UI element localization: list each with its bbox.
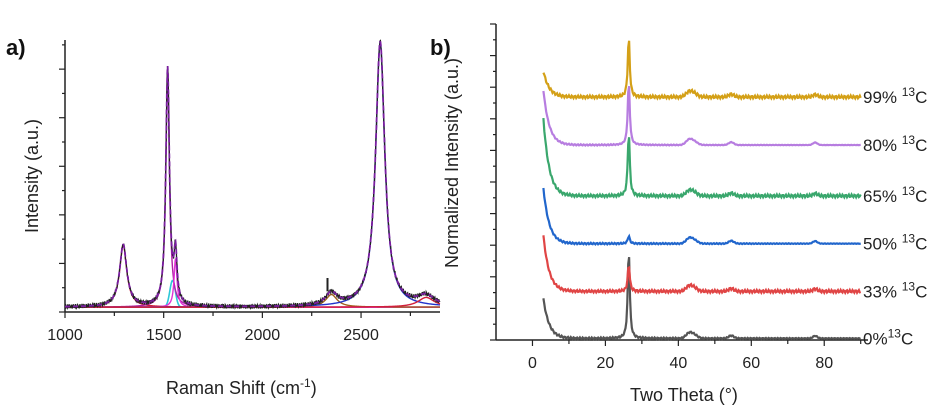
panel-b-series-label-65pct: 65% 13C (863, 184, 927, 206)
panel-a-x-tick-label-2500: 2500 (343, 327, 379, 344)
panel-b-series-50pct (542, 187, 862, 247)
series-label-suffix: C (901, 329, 913, 348)
series-label-prefix: 0% (863, 329, 888, 348)
panel-a-x-label-sup: -1 (300, 376, 311, 390)
series-label-suffix: C (915, 187, 927, 206)
series-label-suffix: C (915, 136, 927, 155)
series-label-suffix: C (915, 235, 927, 254)
series-label-prefix: 99% (863, 88, 902, 107)
panel-a-fit-envelope (65, 41, 441, 308)
panel-a-x-label-main: Raman Shift (cm (166, 378, 300, 398)
series-label-prefix: 80% (863, 136, 902, 155)
panel-b-series-65pct (542, 117, 862, 200)
panel-b-series-label-0pct: 0%13C (863, 326, 913, 348)
series-label-prefix: 50% (863, 235, 902, 254)
panel-a-y-label: Intensity (a.u.) (22, 119, 42, 233)
panel-a: a) 1000 1500 2000 2500 Raman Shift (cm-1) I… (6, 35, 441, 398)
panel-b-series-0pct (542, 257, 861, 342)
series-label-sup: 13 (902, 232, 916, 246)
panel-b-x-tick-label-60: 60 (742, 355, 760, 372)
panel-b-series-99pct (542, 40, 862, 101)
series-label-sup: 13 (902, 184, 916, 198)
panel-a-x-ticks: 1000 1500 2000 2500 (47, 312, 411, 344)
panel-a-x-tick-label-1500: 1500 (146, 327, 182, 344)
panel-a-x-label: Raman Shift (cm-1) (166, 376, 317, 398)
series-label-prefix: 65% (863, 187, 902, 206)
panel-a-component-2d (65, 42, 441, 308)
panel-a-x-tick-label-2000: 2000 (245, 327, 281, 344)
panel-b-series-label-99pct: 99% 13C (863, 85, 927, 107)
panel-b-y-label: Normalized Intensity (a.u.) (442, 58, 462, 268)
panel-b-lines (542, 40, 862, 342)
panel-b-x-tick-label-80: 80 (815, 355, 833, 372)
panel-b-x-tick-label-20: 20 (597, 355, 615, 372)
panel-b-x-ticks: 0 20 40 60 80 (528, 340, 862, 372)
panel-a-measured-spectrum (64, 39, 441, 311)
series-label-suffix: C (915, 282, 927, 301)
panel-b-series-label-50pct: 50% 13C (863, 232, 927, 254)
panel-b-series-label-80pct: 80% 13C (863, 133, 927, 155)
panel-a-component-dprime (65, 258, 440, 308)
panel-b-series-80pct (542, 86, 861, 148)
series-label-sup: 13 (902, 279, 916, 293)
series-label-sup: 13 (902, 133, 916, 147)
panel-a-x-label-tail: ) (311, 378, 317, 398)
panel-b-label: b) (430, 35, 451, 60)
panel-a-y-ticks (59, 44, 65, 313)
series-label-sup: 13 (888, 326, 902, 340)
panel-b-y-ticks (490, 23, 496, 341)
series-label-sup: 13 (902, 85, 916, 99)
panel-b-series-label-33pct: 33% 13C (863, 279, 927, 301)
panel-a-x-tick-label-1000: 1000 (47, 327, 83, 344)
panel-b-series-33pct (542, 235, 862, 296)
panel-b-x-tick-label-40: 40 (669, 355, 687, 372)
panel-b-x-tick-label-0: 0 (528, 355, 537, 372)
series-label-prefix: 33% (863, 282, 902, 301)
panel-a-label: a) (6, 35, 26, 60)
panel-b-x-label: Two Theta (°) (630, 385, 738, 405)
series-label-suffix: C (915, 88, 927, 107)
panel-a-lines (64, 39, 441, 311)
